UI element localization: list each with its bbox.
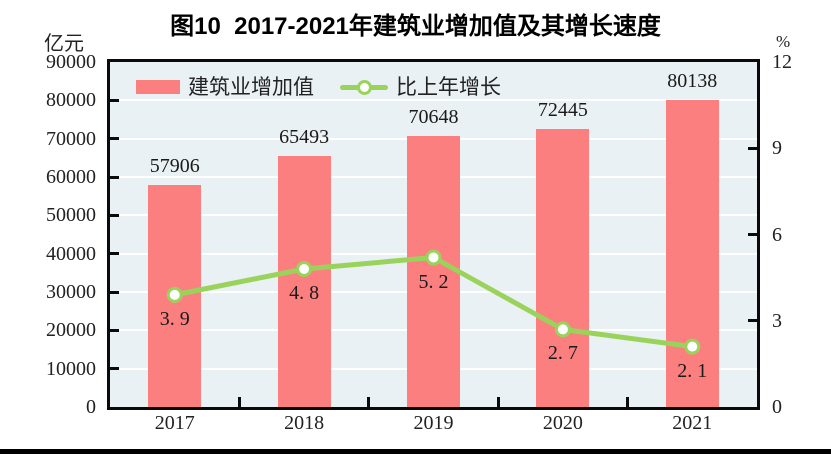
growth-line-marker: [554, 321, 571, 338]
right-axis-tick-label: 3: [772, 309, 782, 332]
right-axis-unit-label: %: [776, 32, 791, 51]
growth-line-marker: [425, 249, 442, 266]
left-axis-tick: [110, 98, 119, 102]
left-axis-tick-label: 20000: [46, 319, 96, 342]
right-axis-tick: [748, 233, 757, 236]
line-series: [166, 249, 701, 355]
bottom-axis-tick: [367, 397, 371, 407]
bar-2021: [665, 99, 719, 407]
left-axis-tick: [110, 367, 119, 371]
bar-value-label: 57906: [149, 155, 200, 178]
right-axis-tick-label: 9: [772, 137, 782, 160]
bottom-divider-rule: [0, 449, 831, 454]
x-axis-label-2018: 2018: [284, 412, 325, 434]
legend-line-swatch-icon: [340, 79, 388, 95]
growth-line-marker: [296, 261, 313, 277]
bottom-axis-tick: [626, 397, 630, 407]
line-value-label: 5. 2: [418, 270, 449, 293]
chart-title: 图10 2017-2021年建筑业增加值及其增长速度: [170, 13, 661, 40]
left-axis-tick-label: 90000: [46, 51, 96, 73]
left-axis-tick: [110, 175, 119, 179]
bar-value-label: 72445: [537, 99, 588, 122]
legend-bar-label: 建筑业增加值: [188, 75, 314, 99]
legend-line-marker: [357, 80, 372, 95]
right-axis-tick: [748, 319, 757, 323]
left-axis-tick: [110, 328, 119, 332]
bar-2018: [277, 155, 331, 407]
legend-line-label: 比上年增长: [396, 75, 501, 99]
right-axis-tick: [748, 146, 757, 150]
x-axis-label-2017: 2017: [154, 412, 195, 434]
bar-2020: [536, 129, 590, 407]
left-axis-tick-label: 30000: [46, 281, 96, 303]
left-axis-unit-label: 亿元: [44, 33, 84, 55]
bottom-axis-tick: [496, 397, 500, 407]
growth-line-marker: [166, 286, 183, 303]
left-axis-tick-label: 10000: [46, 357, 96, 380]
legend-bar-swatch-icon: [136, 80, 180, 94]
bar-2019: [407, 136, 460, 407]
x-axis-label-2019: 2019: [413, 412, 454, 434]
bottom-axis-tick: [237, 397, 241, 407]
line-value-label: 2. 1: [677, 359, 708, 382]
right-axis-tick-label: 6: [772, 223, 782, 246]
x-axis-label-2020: 2020: [542, 412, 583, 434]
gridline: [110, 99, 757, 102]
line-value-label: 4. 8: [289, 282, 320, 304]
left-axis-tick-label: 60000: [46, 166, 96, 188]
right-axis-tick-label: 12: [772, 51, 792, 73]
left-axis-tick: [110, 137, 119, 141]
bar-value-label: 70648: [408, 106, 459, 129]
line-value-label: 3. 9: [159, 307, 190, 330]
bar-value-label: 65493: [279, 125, 330, 148]
growth-line-marker: [684, 338, 701, 355]
right-axis-tick-label: 0: [772, 396, 782, 418]
left-axis-tick-label: 70000: [46, 127, 96, 150]
bar-value-label: 80138: [667, 69, 718, 92]
line-value-label: 2. 7: [547, 342, 578, 365]
left-axis-tick-label: 80000: [46, 89, 96, 112]
chart-legend: 建筑业增加值 比上年增长: [136, 74, 501, 100]
left-axis-tick-label: 50000: [46, 204, 96, 227]
plot-area: 57906 65493 70648 72445 80138 3. 9 4. 8 5. 2 2.…: [107, 59, 760, 410]
left-axis-tick: [110, 252, 119, 256]
left-axis-tick-label: 40000: [46, 242, 96, 265]
left-axis-tick: [110, 213, 119, 217]
x-axis-label-2021: 2021: [672, 412, 713, 434]
left-axis-tick: [110, 290, 119, 294]
left-axis-tick-label: 0: [86, 396, 96, 418]
